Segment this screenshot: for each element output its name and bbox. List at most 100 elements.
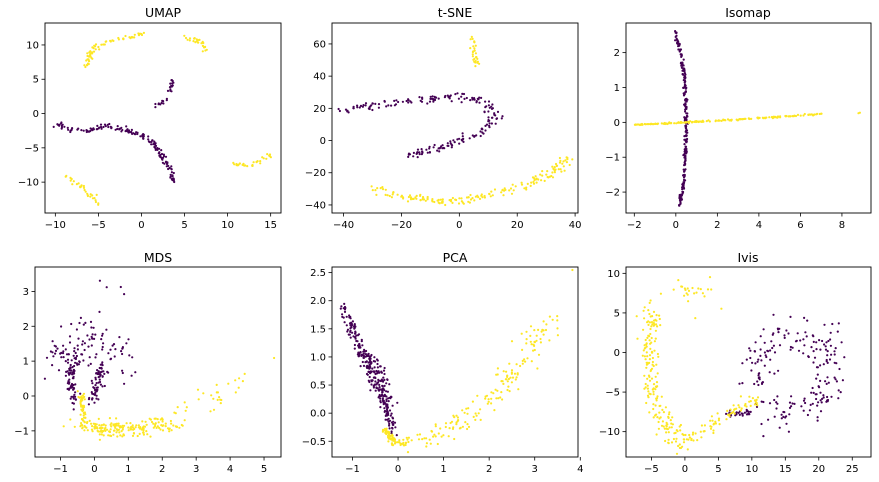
data-point: [98, 279, 101, 282]
data-point: [808, 409, 812, 412]
data-point: [371, 367, 374, 370]
data-point: [170, 85, 173, 88]
data-point: [508, 362, 511, 365]
data-point: [460, 138, 463, 141]
data-point: [529, 334, 532, 337]
data-point: [750, 117, 753, 120]
data-point: [379, 187, 382, 190]
data-point: [96, 369, 99, 372]
y-tick-label: 2.0: [310, 296, 326, 307]
data-point: [827, 381, 830, 384]
x-tick-label: 0: [673, 220, 679, 231]
x-tick-label: 3: [532, 464, 538, 475]
data-point: [383, 407, 386, 410]
data-point: [156, 147, 159, 150]
data-point: [186, 38, 189, 41]
data-point: [43, 377, 47, 380]
data-point: [483, 194, 486, 198]
data-point: [387, 104, 390, 107]
data-point: [646, 355, 649, 358]
data-point: [487, 398, 490, 401]
data-point: [682, 433, 685, 437]
data-point: [747, 117, 750, 120]
data-point: [394, 103, 398, 106]
data-point: [726, 118, 730, 121]
data-point: [571, 268, 574, 272]
data-point: [170, 429, 173, 432]
data-point: [94, 384, 97, 387]
data-point: [75, 362, 78, 365]
data-point: [196, 388, 200, 391]
data-point: [699, 430, 702, 433]
data-point: [510, 369, 514, 372]
data-point: [565, 161, 569, 164]
data-point: [407, 152, 411, 155]
data-point: [548, 315, 552, 318]
data-point: [473, 199, 476, 202]
data-point: [376, 362, 379, 366]
data-point: [429, 95, 432, 98]
data-point: [510, 381, 513, 384]
y-tick-label: 0.5: [310, 381, 326, 392]
data-point: [530, 343, 533, 346]
x-tick-label: 8: [839, 220, 845, 231]
data-point: [833, 353, 836, 356]
data-point: [160, 101, 163, 105]
data-point: [121, 435, 124, 438]
data-point: [678, 443, 681, 446]
data-point: [265, 157, 268, 160]
data-point: [450, 420, 454, 423]
data-point: [447, 144, 450, 147]
data-point: [385, 399, 388, 403]
data-point: [745, 405, 748, 408]
data-point: [87, 62, 90, 66]
data-point: [90, 335, 93, 338]
data-point: [371, 189, 374, 192]
data-point: [215, 391, 218, 394]
data-point: [753, 382, 756, 386]
data-point: [542, 333, 545, 336]
data-point: [820, 401, 823, 404]
data-point: [375, 386, 378, 390]
data-point: [436, 199, 439, 202]
data-point: [728, 415, 731, 418]
data-point: [201, 44, 204, 48]
data-point: [775, 401, 778, 404]
data-point: [436, 149, 439, 152]
data-point: [451, 144, 454, 147]
x-tick-label: 6: [797, 220, 803, 231]
data-point: [377, 370, 380, 373]
data-point: [91, 194, 94, 197]
data-point: [803, 397, 806, 400]
data-point: [655, 323, 658, 326]
data-point: [706, 288, 710, 291]
data-point: [736, 119, 739, 122]
data-point: [67, 380, 70, 383]
data-point: [442, 434, 445, 437]
data-point: [110, 425, 113, 428]
data-point: [472, 415, 475, 418]
data-point: [73, 393, 76, 396]
data-point: [345, 324, 348, 327]
data-point: [352, 107, 355, 110]
data-point: [107, 434, 110, 437]
data-point: [114, 348, 117, 351]
data-point: [733, 408, 736, 411]
data-point: [759, 335, 762, 338]
data-point: [683, 164, 686, 167]
data-point: [104, 424, 107, 427]
data-point: [682, 182, 686, 185]
data-point: [407, 155, 410, 158]
data-point: [99, 373, 102, 377]
data-point: [771, 346, 774, 350]
points-layer: [635, 276, 846, 455]
data-point: [441, 198, 444, 201]
data-point: [502, 194, 505, 197]
data-point: [381, 398, 384, 402]
data-point: [381, 186, 384, 189]
data-point: [95, 397, 98, 400]
data-point: [843, 356, 846, 359]
data-point: [520, 332, 523, 335]
data-point: [829, 331, 832, 334]
data-point: [488, 193, 491, 196]
